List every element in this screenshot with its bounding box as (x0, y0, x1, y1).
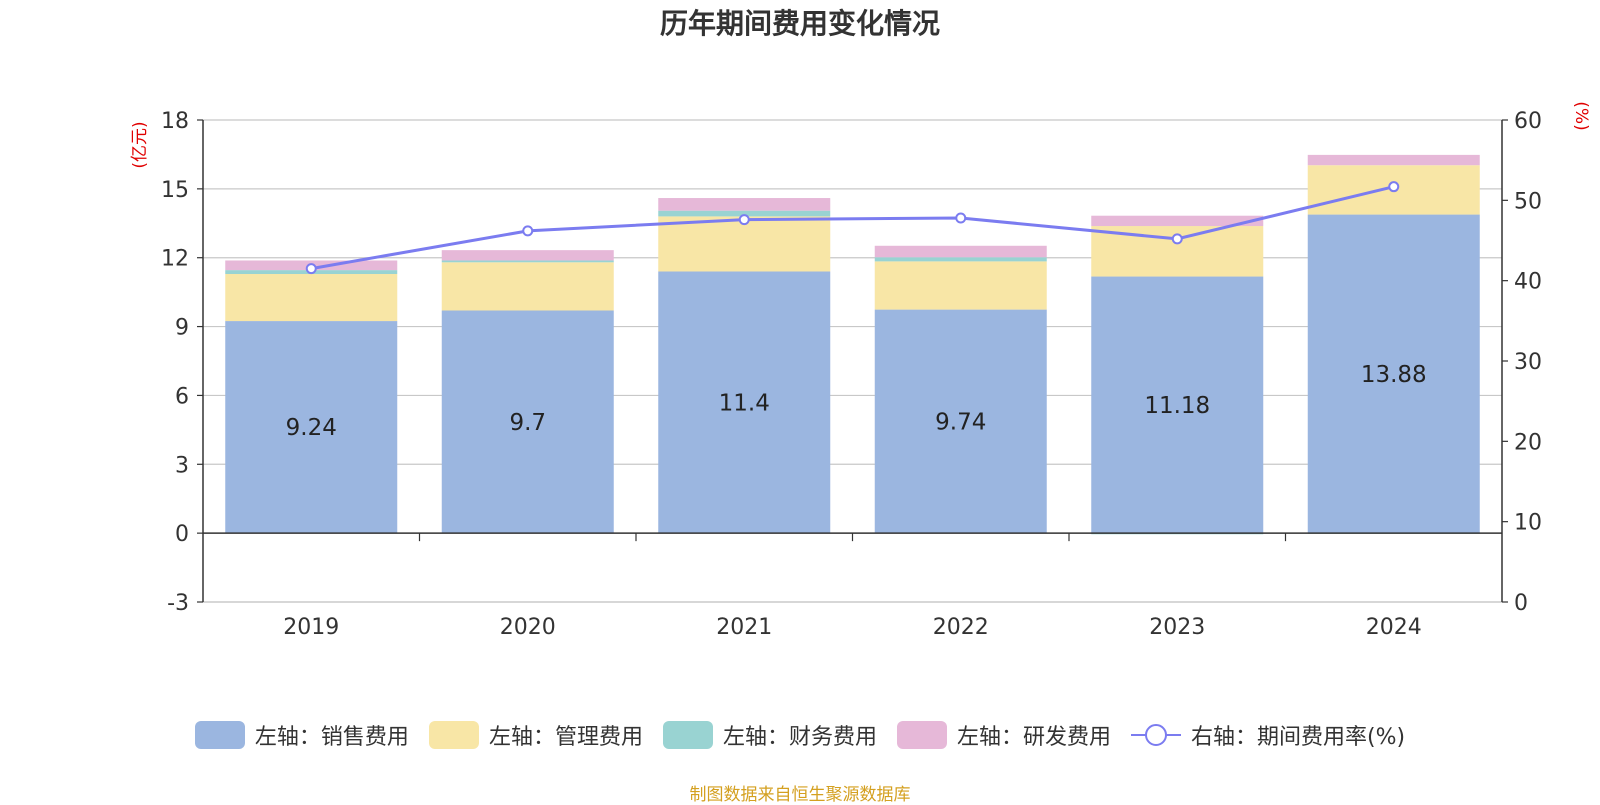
rate-point-2024 (1388, 181, 1400, 193)
rate-point-2023 (1171, 233, 1183, 245)
left-tick-label: 15 (161, 178, 189, 203)
bar-2019-series-0 (225, 321, 398, 534)
bar-2023-series-3 (1091, 215, 1264, 227)
left-tick-label: 0 (175, 522, 189, 547)
legend-swatch (194, 721, 245, 749)
left-tick-label: 9 (175, 316, 189, 341)
bar-2022-series-0 (874, 309, 1047, 534)
x-tick-label-2024: 2024 (1366, 615, 1422, 640)
legend-line-marker-icon (1130, 724, 1181, 746)
left-axis-unit-label: (亿元) (130, 121, 150, 168)
rate-line (305, 181, 1400, 275)
bar-2022-series-1 (874, 261, 1047, 310)
bar-2023-series-0 (1091, 276, 1264, 534)
legend-swatch (896, 721, 947, 749)
bar-2020-series-2 (441, 260, 614, 263)
data-label-2024: 13.88 (1361, 362, 1427, 388)
legend-item-3[interactable]: 左轴：研发费用 (896, 719, 1111, 751)
rate-point-2021 (738, 214, 750, 226)
x-tick-label-2020: 2020 (500, 615, 556, 640)
left-tick-label: 3 (175, 453, 189, 478)
rate-point-2019 (305, 263, 317, 275)
data-labels: 9.24 9.7 11.4 9.74 11.18 13.88 (286, 362, 1427, 441)
rate-point-2022 (955, 212, 967, 224)
legend: 左轴：销售费用 左轴：管理费用 左轴：财务费用 左轴：研发费用 右轴：期间费用率(%) (0, 718, 1600, 752)
bar-2022-series-2 (874, 257, 1047, 262)
legend-label: 左轴：财务费用 (722, 725, 877, 750)
legend-label: 左轴：销售费用 (254, 725, 409, 750)
right-tick-label: 60 (1514, 109, 1542, 134)
legend-item-4[interactable]: 右轴：期间费用率(%) (1130, 719, 1406, 751)
legend-label: 左轴：管理费用 (488, 725, 643, 750)
right-tick-label: 40 (1514, 270, 1542, 295)
bar-stacks (225, 154, 1480, 535)
data-label-2020: 9.7 (509, 410, 546, 436)
data-label-2019: 9.24 (286, 415, 337, 441)
bar-2019-series-1 (225, 274, 398, 322)
data-label-2023: 11.18 (1144, 393, 1210, 419)
legend-label: 左轴：研发费用 (956, 725, 1111, 750)
right-tick-label: 20 (1514, 430, 1542, 455)
bar-2024-series-0 (1307, 214, 1480, 534)
legend-label: 右轴：期间费用率(%) (1190, 725, 1406, 750)
bar-2020-series-3 (441, 250, 614, 261)
rate-line-path (310, 185, 1395, 271)
axes: -3 0 3 6 9 12 15 18 0 10 20 30 40 50 60 2019 2020 2021 202… (130, 101, 1591, 640)
bar-2021-series-2 (658, 210, 831, 217)
source-note: 制图数据来自恒生聚源数据库 (689, 785, 911, 805)
grid-lines (203, 119, 1502, 603)
bar-2020-series-1 (441, 262, 614, 311)
legend-item-0[interactable]: 左轴：销售费用 (194, 719, 409, 751)
right-tick-label: 0 (1514, 591, 1528, 616)
right-tick-label: 10 (1514, 511, 1542, 536)
right-axis-unit-label: (%) (1571, 101, 1591, 130)
chart-title: 历年期间费用变化情况 (659, 7, 940, 40)
bar-2024-series-3 (1307, 154, 1480, 166)
legend-swatch (662, 721, 713, 749)
right-tick-label: 50 (1514, 189, 1542, 214)
x-tick-label-2022: 2022 (933, 615, 989, 640)
bar-2020-series-0 (441, 310, 614, 534)
legend-swatch (428, 721, 479, 749)
right-tick-label: 30 (1514, 350, 1542, 375)
left-tick-label: 18 (161, 109, 189, 134)
x-tick-label-2019: 2019 (283, 615, 339, 640)
bar-2021-series-1 (658, 216, 831, 272)
rate-point-2020 (522, 225, 534, 237)
data-label-2022: 9.74 (935, 409, 986, 435)
left-tick-label: 12 (161, 247, 189, 272)
bar-2021-series-3 (658, 198, 831, 211)
left-tick-label: -3 (167, 591, 189, 616)
bar-2021-series-0 (658, 271, 831, 534)
bar-2022-series-3 (874, 245, 1047, 258)
x-tick-label-2021: 2021 (716, 615, 772, 640)
data-label-2021: 11.4 (719, 390, 770, 416)
left-tick-label: 6 (175, 384, 189, 409)
legend-item-2[interactable]: 左轴：财务费用 (662, 719, 877, 751)
legend-item-1[interactable]: 左轴：管理费用 (428, 719, 643, 751)
x-tick-label-2023: 2023 (1149, 615, 1205, 640)
